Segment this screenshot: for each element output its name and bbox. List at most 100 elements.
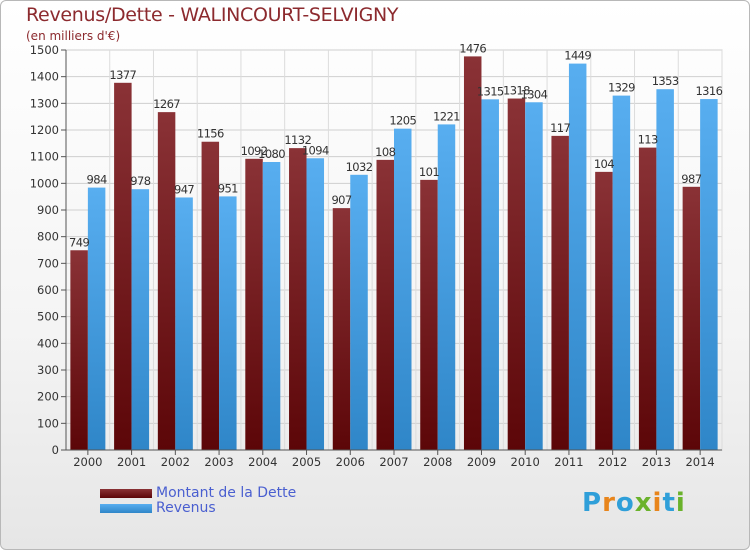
logo-letter: r [602, 488, 616, 518]
x-tick-label: 2004 [248, 455, 277, 469]
axes: 0 100 200 300 400 500 600 700 800 900 1000 1100 1200… [30, 43, 722, 469]
bar-revenus [262, 162, 281, 450]
bar-dette [157, 112, 176, 450]
data-label: 101 [419, 165, 439, 179]
data-label: 749 [69, 235, 89, 249]
bar-revenus [437, 124, 456, 451]
bar-dette [595, 171, 613, 450]
data-label: 108 [375, 145, 395, 159]
bar-revenus [219, 196, 237, 450]
x-tick-label: 2010 [511, 455, 540, 469]
chart-subtitle: (en milliers d'€) [26, 29, 121, 43]
y-tick-label: 0 [52, 443, 59, 457]
data-label: 1315 [477, 84, 504, 98]
data-label: 1267 [153, 97, 180, 111]
bar-dette [332, 208, 351, 450]
bar-revenus [481, 99, 499, 450]
bar-dette [463, 56, 482, 451]
x-tick-label: 2007 [379, 455, 408, 469]
data-label: 978 [130, 174, 150, 188]
y-tick-label: 900 [37, 203, 59, 217]
bar-dette [70, 250, 88, 450]
x-tick-label: 2001 [117, 455, 146, 469]
data-label: 987 [681, 172, 701, 186]
y-tick-label: 300 [37, 363, 59, 377]
legend-swatch-revenus [100, 504, 152, 513]
data-label: 984 [87, 173, 107, 187]
legend-swatch-debt [100, 489, 152, 498]
data-labels: 7499841377978126794711569511092108011321… [69, 41, 723, 249]
bar-revenus [612, 95, 631, 450]
bar-revenus [306, 158, 325, 450]
bar-revenus [350, 174, 368, 451]
x-tick-label: 2002 [161, 455, 190, 469]
y-tick-label: 200 [37, 390, 59, 404]
data-label: 1329 [608, 81, 635, 95]
data-label: 104 [594, 157, 614, 171]
bars [70, 56, 718, 451]
data-label: 1316 [695, 84, 722, 98]
chart-title: Revenus/Dette - WALINCOURT-SELVIGNY [26, 4, 399, 26]
data-label: 1449 [564, 49, 591, 63]
bar-revenus [131, 189, 150, 450]
y-tick-label: 800 [37, 230, 59, 244]
data-label: 951 [218, 181, 238, 195]
bar-dette [201, 141, 220, 450]
logo-letter: o [615, 488, 635, 518]
bar-dette [638, 147, 657, 450]
data-label: 1353 [652, 74, 679, 88]
bar-revenus [87, 187, 106, 450]
x-tick-label: 2005 [292, 455, 321, 469]
y-tick-label: 600 [37, 283, 59, 297]
y-tick-label: 1100 [30, 150, 59, 164]
y-tick-label: 1000 [30, 176, 59, 190]
bar-dette [551, 135, 569, 450]
data-label: 907 [331, 193, 351, 207]
bar-dette [420, 179, 438, 450]
y-tick-label: 1300 [30, 96, 59, 110]
proxiti-logo: Proxiti [582, 488, 686, 518]
x-tick-label: 2006 [336, 455, 365, 469]
bar-revenus [175, 197, 193, 450]
data-label: 1032 [346, 160, 373, 174]
y-tick-label: 1200 [30, 123, 59, 137]
y-tick-label: 1400 [30, 70, 59, 84]
data-label: 113 [638, 133, 658, 147]
logo-letter: i [652, 488, 663, 518]
logo-letter: t [662, 488, 676, 518]
data-label: 1205 [389, 114, 416, 128]
bar-dette [376, 159, 394, 450]
data-label: 1094 [302, 143, 329, 157]
y-tick-label: 100 [37, 416, 59, 430]
y-tick-label: 700 [37, 256, 59, 270]
x-tick-label: 2003 [204, 455, 233, 469]
bar-revenus [568, 63, 587, 450]
legend-label-revenus: Revenus [156, 500, 216, 516]
x-tick-label: 2008 [423, 455, 452, 469]
y-tick-label: 400 [37, 336, 59, 350]
data-label: 1476 [459, 41, 486, 55]
legend-label-debt: Montant de la Dette [156, 485, 297, 501]
bar-dette [507, 98, 526, 451]
data-label: 1304 [521, 87, 548, 101]
logo-letter: P [582, 488, 603, 518]
x-tick-label: 2014 [685, 455, 714, 469]
bar-revenus [525, 102, 543, 451]
data-label: 1080 [258, 147, 285, 161]
bar-revenus [700, 99, 718, 451]
data-label: 1132 [284, 133, 311, 147]
bar-dette [289, 148, 307, 450]
bar-dette [682, 186, 701, 451]
x-tick-label: 2011 [554, 455, 583, 469]
bar-revenus [394, 128, 412, 450]
data-label: 1092 [241, 144, 268, 158]
data-label: 1221 [433, 109, 460, 123]
data-label: 947 [174, 182, 194, 196]
x-tick-label: 2012 [598, 455, 627, 469]
data-label: 117 [550, 121, 570, 135]
data-label: 1318 [503, 84, 530, 98]
logo-letter: x [634, 488, 653, 518]
x-tick-label: 2000 [73, 455, 102, 469]
logo-letter: i [675, 488, 686, 518]
